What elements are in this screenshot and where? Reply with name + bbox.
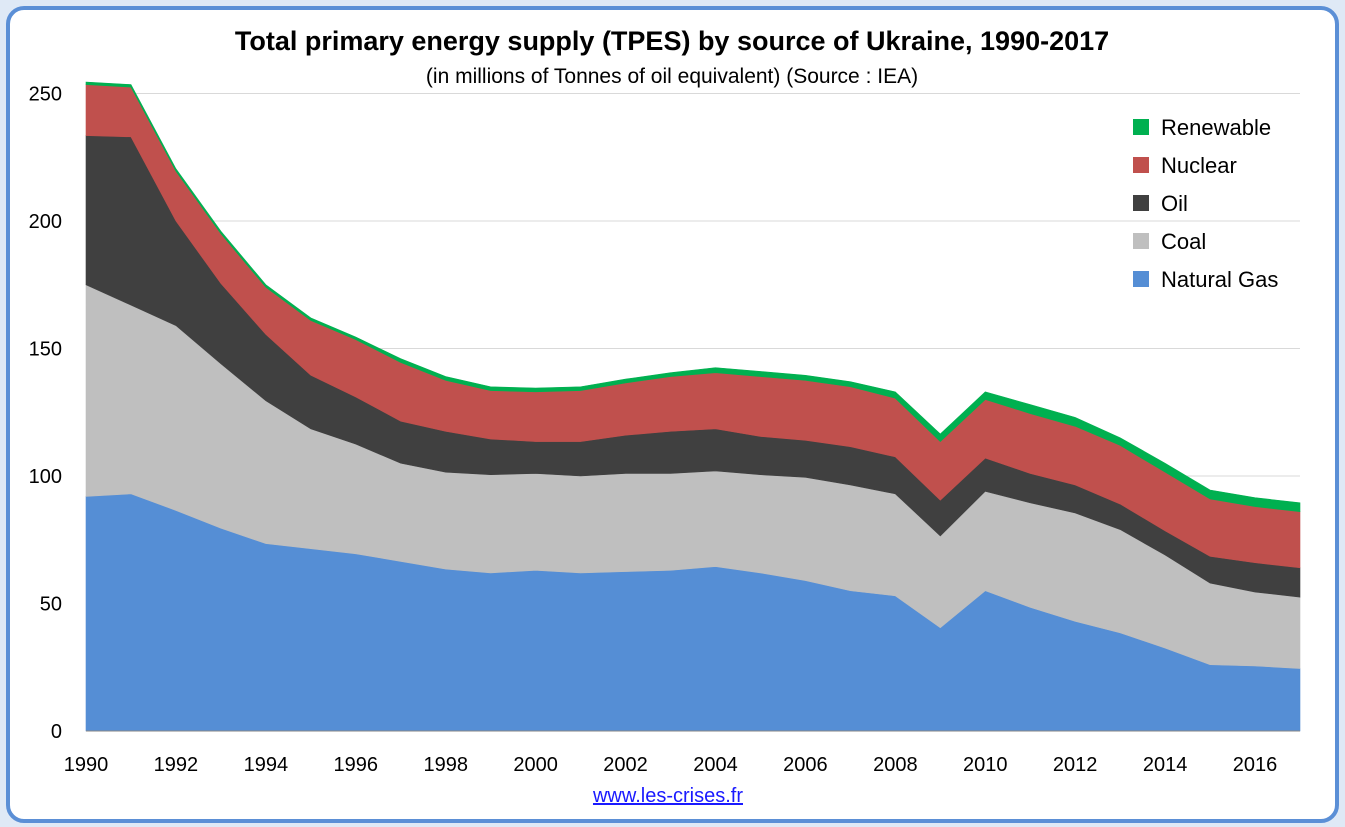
x-tick-label: 2000 (513, 754, 558, 776)
y-tick-label: 200 (29, 211, 62, 233)
legend-swatch-coal (1133, 233, 1149, 249)
x-tick-label: 1990 (64, 754, 109, 776)
x-tick-label: 2002 (603, 754, 648, 776)
legend-label: Nuclear (1161, 153, 1237, 178)
x-tick-label: 2008 (873, 754, 918, 776)
legend-label: Renewable (1161, 115, 1271, 140)
legend-swatch-nuclear (1133, 157, 1149, 173)
area-series-renewable (85, 81, 1301, 513)
chart-subtitle: (in millions of Tonnes of oil equivalent… (426, 65, 918, 88)
legend: Renewable Nuclear Oil Coal Natural Gas (1133, 115, 1278, 292)
legend-swatch-oil (1133, 195, 1149, 211)
y-tick-label: 50 (40, 594, 62, 616)
legend-label: Natural Gas (1161, 267, 1278, 292)
x-tick-label: 2010 (963, 754, 1008, 776)
x-tick-label: 2004 (693, 754, 738, 776)
y-tick-label: 250 (29, 84, 62, 106)
legend-swatch-natural-gas (1133, 271, 1149, 287)
source-link[interactable]: www.les-crises.fr (592, 785, 743, 807)
x-tick-label: 1994 (244, 754, 289, 776)
axes: 0 50 100 150 200 250 1990 1992 1994 1996 1998 2000 2… (29, 84, 1300, 776)
legend-swatch-renewable (1133, 119, 1149, 135)
x-tick-label: 1996 (334, 754, 379, 776)
legend-label: Coal (1161, 229, 1206, 254)
x-tick-label: 1992 (154, 754, 199, 776)
y-tick-label: 150 (29, 339, 62, 361)
y-tick-label: 100 (29, 466, 62, 488)
stacked-areas (85, 81, 1301, 732)
x-tick-label: 2012 (1053, 754, 1098, 776)
chart-title: Total primary energy supply (TPES) by so… (235, 26, 1109, 56)
x-tick-label: 1998 (423, 754, 468, 776)
x-tick-label: 2014 (1143, 754, 1188, 776)
x-tick-label: 2006 (783, 754, 828, 776)
y-tick-label: 0 (51, 721, 62, 743)
x-tick-label: 2016 (1233, 754, 1278, 776)
legend-label: Oil (1161, 191, 1188, 216)
